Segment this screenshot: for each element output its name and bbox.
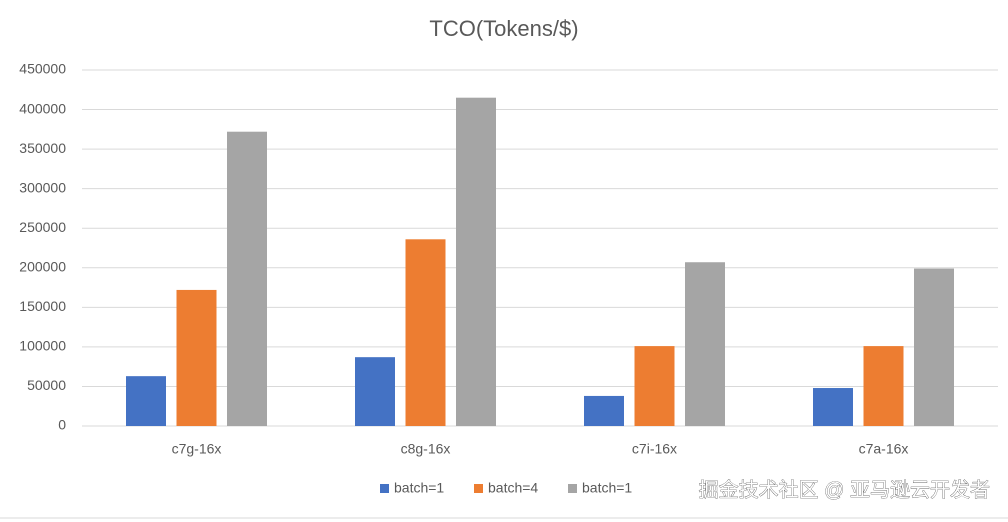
y-tick-label: 100000 [19, 338, 66, 354]
bar [227, 131, 267, 426]
bar [176, 289, 217, 426]
legend-label: batch=1 [394, 480, 444, 496]
legend-swatch [380, 484, 389, 493]
chart-title: TCO(Tokens/$) [429, 16, 578, 41]
y-tick-label: 350000 [19, 140, 66, 156]
bar [405, 239, 446, 426]
x-tick-label: c7a-16x [859, 441, 909, 457]
y-tick-label: 400000 [19, 100, 66, 116]
legend-label: batch=1 [582, 480, 632, 496]
y-tick-label: 250000 [19, 219, 66, 235]
x-tick-label: c7i-16x [632, 441, 677, 457]
x-tick-label: c7g-16x [172, 441, 222, 457]
y-tick-label: 0 [58, 417, 66, 433]
y-tick-label: 50000 [27, 377, 66, 393]
bar [685, 262, 725, 426]
legend-swatch [568, 484, 577, 493]
y-tick-label: 300000 [19, 179, 66, 195]
bar [456, 97, 496, 426]
bar [355, 357, 395, 426]
legend-label: batch=4 [488, 480, 538, 496]
y-tick-label: 150000 [19, 298, 66, 314]
bar [914, 268, 954, 426]
bar [634, 346, 675, 426]
x-tick-label: c8g-16x [401, 441, 451, 457]
bar [863, 346, 904, 426]
watermark: 掘金技术社区 @ 亚马逊云开发者 [699, 478, 990, 501]
bar [584, 395, 624, 426]
y-tick-label: 200000 [19, 258, 66, 274]
bar [126, 376, 166, 426]
y-tick-label: 450000 [19, 61, 66, 77]
legend-swatch [474, 484, 483, 493]
bar [813, 388, 853, 426]
